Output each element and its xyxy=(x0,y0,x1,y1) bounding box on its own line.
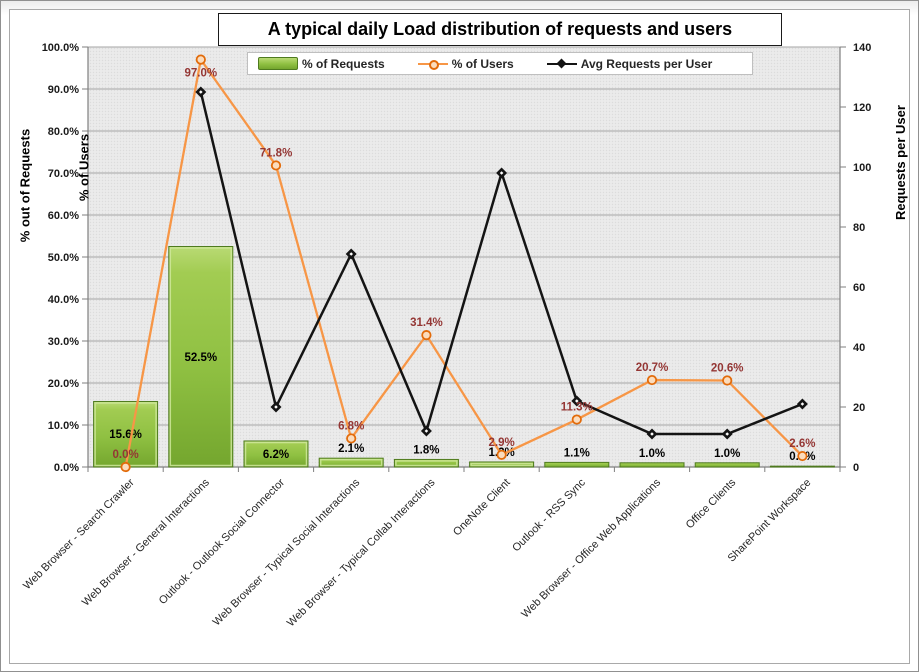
legend-label-users: % of Users xyxy=(451,56,514,71)
users-line xyxy=(124,56,804,468)
bar-label-7: 1.0% xyxy=(639,448,665,460)
left-axis-tick-label: 80.0% xyxy=(48,126,79,138)
category-label-3: Web Browser - Typical Social Interaction… xyxy=(211,476,363,628)
right-axis-tick-label: 80 xyxy=(853,222,865,234)
avg-marker-center xyxy=(349,252,353,256)
line-diamond-swatch-icon xyxy=(546,58,577,69)
users-label-2: 71.8% xyxy=(260,147,293,159)
users-label-8: 20.6% xyxy=(711,362,744,374)
users-marker-6 xyxy=(571,414,582,425)
users-marker-0 xyxy=(120,461,131,473)
bar-label-0: 15.6% xyxy=(109,429,142,441)
avg-marker-center xyxy=(575,399,579,403)
right-axis-tick-label: 40 xyxy=(853,342,865,354)
right-axis-tick-label: 60 xyxy=(853,282,865,294)
left-axis-tick-label: 0.0% xyxy=(54,462,79,474)
bar-bevel xyxy=(395,460,458,467)
users-label-9: 2.6% xyxy=(789,438,815,450)
left-axis-tick-label: 70.0% xyxy=(48,168,79,180)
bar-2 xyxy=(243,440,309,468)
users-marker-2 xyxy=(270,160,282,171)
left-axis-tick-label: 30.0% xyxy=(48,336,79,348)
bar-bevel xyxy=(244,441,308,467)
chart-frame: 100.0% 90.0% 80.0% 70.0% 60.0% 50.0% 40.0% 30.0… xyxy=(9,9,910,664)
bar-4 xyxy=(393,458,459,468)
users-marker-1 xyxy=(195,54,206,65)
avg-marker-center xyxy=(424,429,429,433)
users-marker-4 xyxy=(421,330,432,341)
chart-title-text: A typical daily Load distribution of req… xyxy=(267,19,733,39)
avg-marker-center xyxy=(274,405,278,409)
bar-1 xyxy=(168,246,234,468)
left-axis-tick-label: 20.0% xyxy=(48,378,79,390)
category-label-9: SharePoint Workspace xyxy=(726,477,814,565)
avg-marker-center xyxy=(800,402,805,406)
category-label-6: Outlook - RSS Sync xyxy=(510,476,588,554)
bar-8 xyxy=(694,462,760,468)
bar-7 xyxy=(619,462,685,468)
left-axis-tick-label: 50.0% xyxy=(48,252,79,264)
left-axis-tick-label: 10.0% xyxy=(48,420,79,432)
users-label-4: 31.4% xyxy=(410,317,443,329)
avg-marker-center xyxy=(725,432,729,436)
right-axis-tick-label: 20 xyxy=(853,402,865,414)
legend-item-avg: Avg Requests per User xyxy=(546,56,713,71)
users-label-6: 11.3% xyxy=(561,402,593,414)
users-marker-5 xyxy=(496,449,507,460)
left-axis-tick-label: 90.0% xyxy=(48,84,79,96)
plot-canvas: 100.0% 90.0% 80.0% 70.0% 60.0% 50.0% 40.0% 30.0… xyxy=(21,42,871,629)
left-axis-title-secondary: % of Users xyxy=(76,133,92,202)
chart-title: A typical daily Load distribution of req… xyxy=(218,13,782,46)
right-axis-tick-label: 140 xyxy=(853,42,871,54)
bar-bevel xyxy=(169,247,233,467)
legend-label-requests: % of Requests xyxy=(302,56,385,71)
bar-label-4: 1.8% xyxy=(413,444,439,456)
category-label-8: Office Clients xyxy=(684,476,739,531)
avg-marker-center xyxy=(199,90,203,94)
bar-label-1: 52.5% xyxy=(184,352,217,364)
users-label-3: 6.8% xyxy=(338,420,364,432)
legend: % of Requests % of Users Avg Requests pe… xyxy=(247,52,753,75)
bar-9 xyxy=(769,465,835,468)
right-axis-tick-label: 120 xyxy=(853,102,871,114)
avg-marker-center xyxy=(499,171,504,175)
bar-bevel xyxy=(470,462,533,467)
users-label-5: 2.9% xyxy=(488,437,514,449)
users-label-7: 20.7% xyxy=(636,362,669,374)
users-label-1: 97.0% xyxy=(184,68,217,80)
users-marker-8 xyxy=(722,375,733,386)
users-marker-9 xyxy=(797,450,808,462)
category-label-2: Outlook - Outlook Social Connector xyxy=(157,476,288,607)
bar-label-3: 2.1% xyxy=(338,443,364,455)
bar-label-8: 1.0% xyxy=(714,448,740,460)
legend-label-avg: Avg Requests per User xyxy=(580,56,713,71)
category-label-5: OneNote Client xyxy=(451,477,513,539)
line-circle-swatch-icon xyxy=(417,59,448,70)
bar-0 xyxy=(93,400,159,468)
legend-item-requests: % of Requests xyxy=(258,57,385,71)
bar-5 xyxy=(469,461,535,468)
bar-label-6: 1.1% xyxy=(564,447,590,459)
left-axis-tick-label: 40.0% xyxy=(48,294,79,306)
users-marker-3 xyxy=(346,433,357,444)
left-axis-title-primary: % out of Requests xyxy=(17,128,33,243)
bar-bevel xyxy=(319,458,383,467)
bar-6 xyxy=(544,461,610,468)
category-label-4: Web Browser - Typical Collab Interaction… xyxy=(285,476,438,629)
left-axis-tick-label: 60.0% xyxy=(48,210,79,222)
users-label-0: 0.0% xyxy=(112,449,138,461)
bar-label-2: 6.2% xyxy=(263,449,289,461)
category-label-1: Web Browser - General Interactions xyxy=(80,476,212,608)
left-axis-tick-label: 100.0% xyxy=(42,42,80,54)
bar-3 xyxy=(318,457,384,468)
legend-item-users: % of Users xyxy=(417,56,514,71)
right-axis-tick-label: 0 xyxy=(853,462,859,474)
category-label-7: Web Browser - Office Web Applications xyxy=(519,476,663,620)
bar-swatch-icon xyxy=(258,57,298,70)
right-axis-title: Requests per User xyxy=(893,105,908,220)
users-marker-7 xyxy=(646,374,658,386)
right-axis-tick-label: 100 xyxy=(853,162,871,174)
avg-marker-center xyxy=(650,432,654,436)
